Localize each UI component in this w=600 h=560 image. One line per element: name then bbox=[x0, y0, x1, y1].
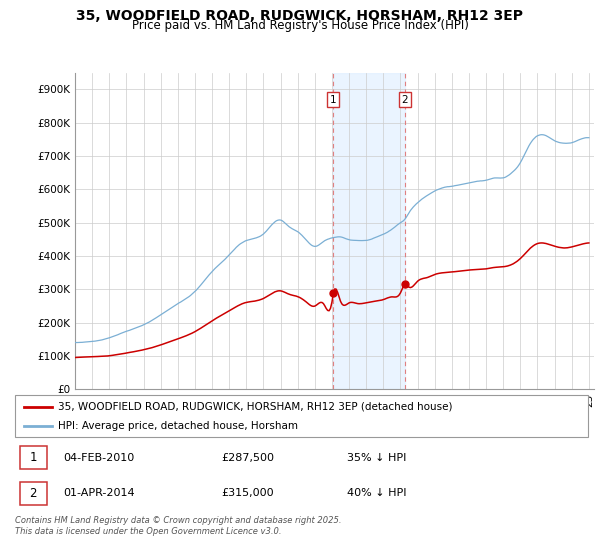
Text: 2: 2 bbox=[401, 95, 408, 105]
Text: Price paid vs. HM Land Registry's House Price Index (HPI): Price paid vs. HM Land Registry's House … bbox=[131, 19, 469, 32]
FancyBboxPatch shape bbox=[15, 395, 588, 437]
Text: HPI: Average price, detached house, Horsham: HPI: Average price, detached house, Hors… bbox=[58, 421, 298, 431]
Text: 1: 1 bbox=[330, 95, 337, 105]
Text: 2: 2 bbox=[29, 487, 37, 500]
FancyBboxPatch shape bbox=[20, 446, 47, 469]
Text: £315,000: £315,000 bbox=[221, 488, 274, 498]
Text: 35, WOODFIELD ROAD, RUDGWICK, HORSHAM, RH12 3EP (detached house): 35, WOODFIELD ROAD, RUDGWICK, HORSHAM, R… bbox=[58, 402, 452, 412]
Bar bbox=[334, 73, 405, 389]
Text: 35% ↓ HPI: 35% ↓ HPI bbox=[347, 452, 407, 463]
Text: 1: 1 bbox=[29, 451, 37, 464]
Text: Contains HM Land Registry data © Crown copyright and database right 2025.
This d: Contains HM Land Registry data © Crown c… bbox=[15, 516, 341, 536]
Text: 04-FEB-2010: 04-FEB-2010 bbox=[64, 452, 135, 463]
Text: 35, WOODFIELD ROAD, RUDGWICK, HORSHAM, RH12 3EP: 35, WOODFIELD ROAD, RUDGWICK, HORSHAM, R… bbox=[77, 9, 523, 23]
Text: 01-APR-2014: 01-APR-2014 bbox=[64, 488, 136, 498]
Text: £287,500: £287,500 bbox=[221, 452, 274, 463]
FancyBboxPatch shape bbox=[20, 482, 47, 505]
Text: 40% ↓ HPI: 40% ↓ HPI bbox=[347, 488, 407, 498]
